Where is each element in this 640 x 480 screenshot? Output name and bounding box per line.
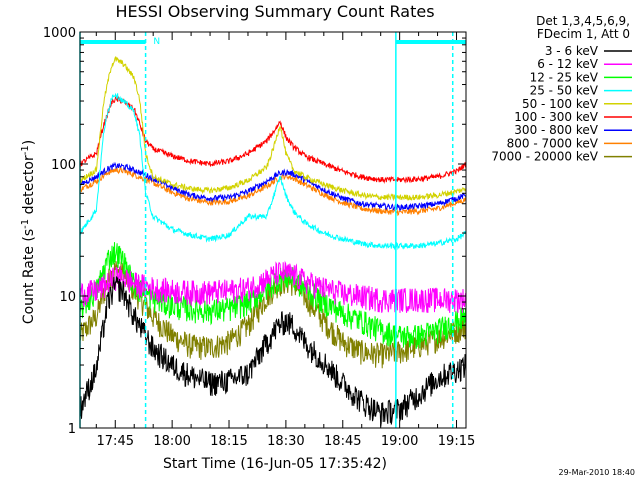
- series-line-100-300-kev: [79, 96, 467, 184]
- legend-label-6-12-kev: 6 - 12 keV: [537, 57, 599, 71]
- series-line-300-800-kev: [79, 161, 467, 211]
- series-line-50-100-kev: [79, 55, 467, 202]
- y-tick-label-1: 1: [68, 422, 76, 437]
- legend: Det 1,3,4,5,6,9, FDecim 1, Att 0 3 - 6 k…: [491, 14, 632, 164]
- tick-layer: 17:45 18:00 18:15 18:30 18:45 19:00 19:15 1 10 10…: [43, 26, 475, 449]
- legend-label-3-6-kev: 3 - 6 keV: [545, 44, 599, 58]
- series-line-3-6-kev: [79, 276, 467, 427]
- y-axis-label-main: Count Rate (s: [21, 229, 37, 324]
- legend-label-7000-20000-kev: 7000 - 20000 keV: [491, 150, 598, 164]
- series-line-6-12-kev: [79, 260, 467, 313]
- legend-label-12-25-kev: 12 - 25 keV: [530, 70, 599, 84]
- legend-label-50-100-kev: 50 - 100 keV: [522, 97, 599, 111]
- legend-label-800-7000-kev: 800 - 7000 keV: [507, 136, 599, 150]
- x-axis-label: Start Time (16-Jun-05 17:35:42): [163, 456, 387, 472]
- y-axis-label-end: ): [21, 140, 37, 145]
- footer-date: 29-Mar-2010 18:40: [559, 468, 636, 477]
- y-axis-label-sup1: -1: [20, 219, 31, 229]
- y-tick-label-10: 10: [59, 290, 76, 305]
- series-line-7000-20000-kev: [79, 261, 467, 369]
- legend-header-line-1: Det 1,3,4,5,6,9,: [536, 14, 630, 28]
- y-axis-label: Count Rate (s-1 detector-1): [20, 140, 37, 324]
- x-tick-label-19:00: 19:00: [381, 434, 418, 449]
- legend-label-300-800-kev: 300 - 800 keV: [514, 123, 598, 137]
- y-axis-label-sup2: -1: [20, 145, 31, 155]
- y-tick-label-100: 100: [51, 158, 76, 173]
- chart-title: HESSI Observing Summary Count Rates: [115, 2, 434, 21]
- legend-header-line-2: FDecim 1, Att 0: [537, 27, 630, 41]
- x-tick-label-18:15: 18:15: [210, 434, 247, 449]
- plot-frame: [79, 31, 467, 429]
- y-axis-label-mid: detector: [21, 155, 37, 219]
- x-tick-label-19:15: 19:15: [438, 434, 475, 449]
- x-tick-label-17:45: 17:45: [97, 434, 134, 449]
- x-tick-label-18:45: 18:45: [324, 434, 361, 449]
- marker-top-bar-label: N: [153, 37, 160, 47]
- data-layer: [79, 55, 467, 427]
- x-tick-label-18:30: 18:30: [267, 434, 304, 449]
- legend-label-100-300-kev: 100 - 300 keV: [514, 110, 598, 124]
- y-tick-label-1000: 1000: [43, 26, 76, 41]
- marker-layer: N: [79, 32, 466, 428]
- series-line-25-50-kev: [79, 92, 467, 251]
- x-tick-label-18:00: 18:00: [153, 434, 190, 449]
- legend-label-25-50-kev: 25 - 50 keV: [530, 84, 599, 98]
